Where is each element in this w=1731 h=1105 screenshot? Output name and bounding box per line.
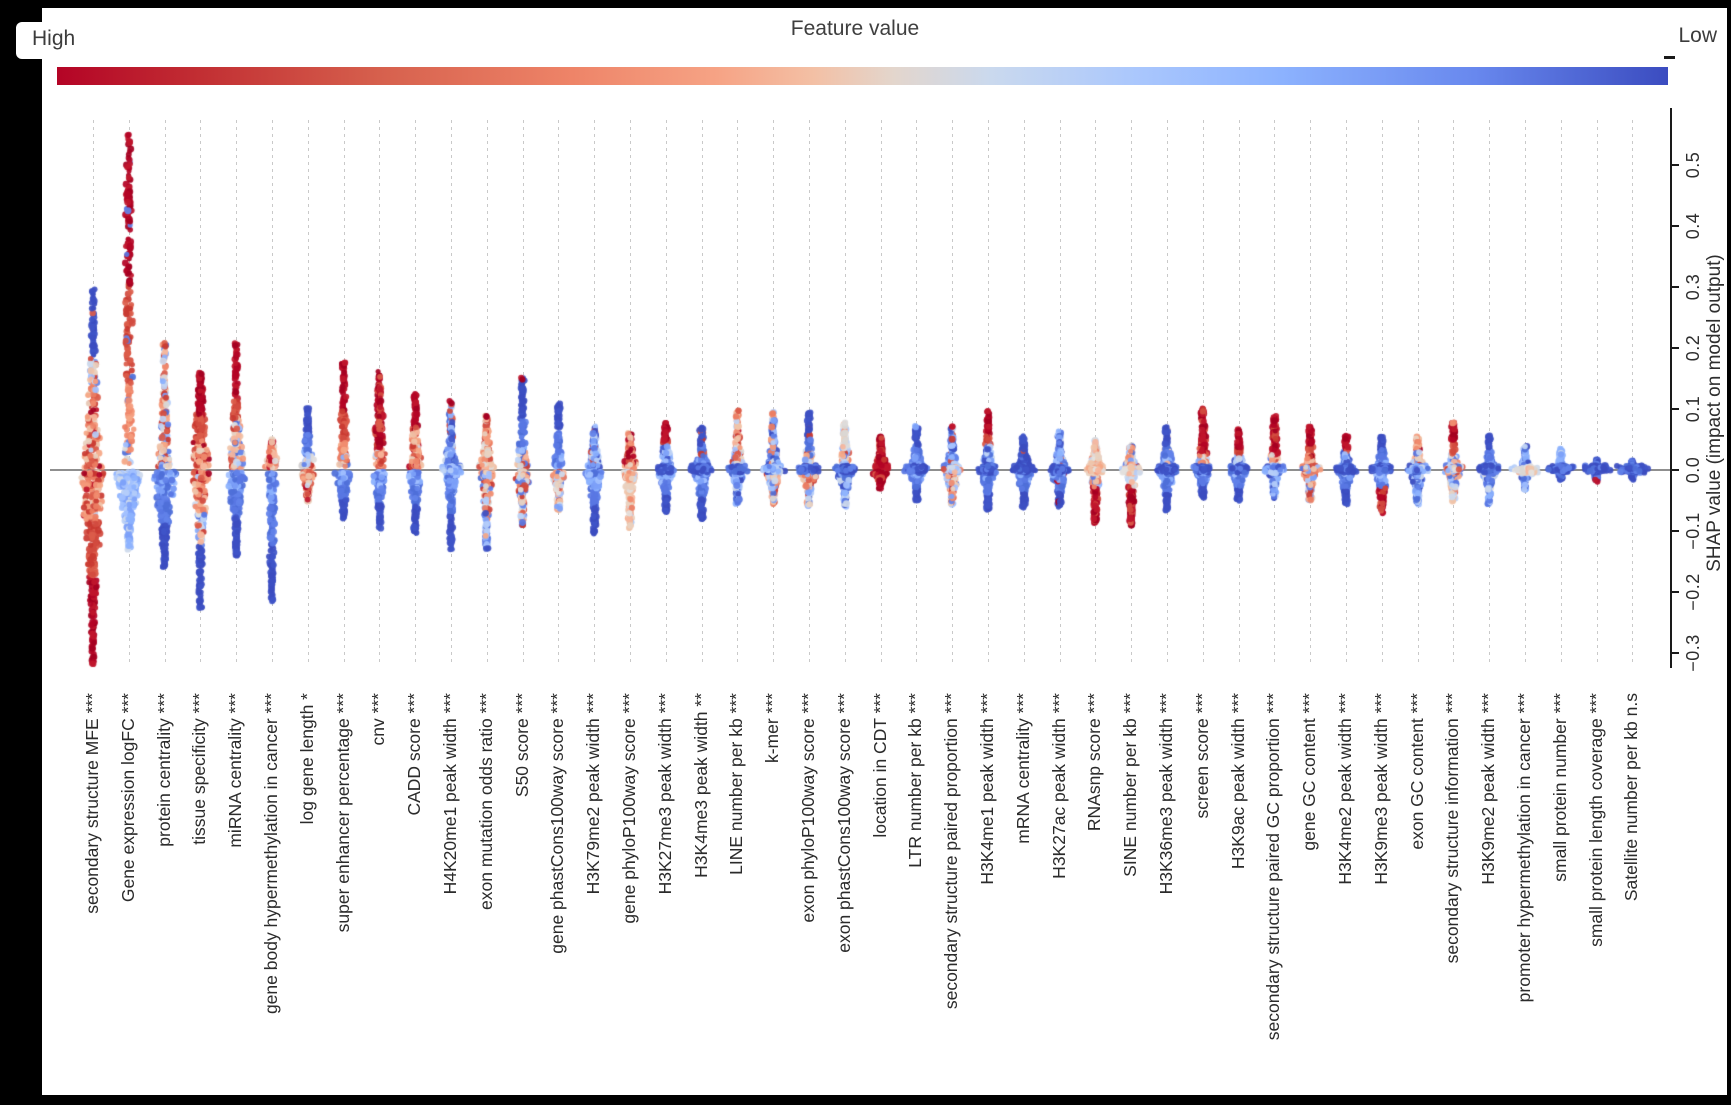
feature-label: super enhancer percentage *** — [332, 693, 353, 933]
feature-label: H3K4me2 peak width *** — [1335, 693, 1355, 885]
y-tick-label: 0.5 — [1683, 151, 1703, 179]
y-tick-mark — [1671, 469, 1679, 471]
feature-label: SINE number per kb *** — [1120, 693, 1141, 877]
y-tick-mark — [1671, 347, 1679, 349]
y-tick-label: −0.3 — [1683, 634, 1703, 672]
feature-label: gene body hypermethylation in cancer *** — [261, 693, 281, 1015]
feature-label: exon phastCons100way score *** — [833, 693, 854, 953]
feature-label: S50 score *** — [511, 693, 532, 798]
feature-label: cnv *** — [368, 693, 389, 746]
y-tick-mark — [1671, 591, 1679, 593]
feature-label: log gene length * — [296, 693, 317, 825]
feature-label: exon mutation odds ratio *** — [475, 693, 496, 910]
feature-label: LINE number per kb *** — [726, 693, 747, 875]
feature-label: k-mer *** — [762, 693, 783, 764]
feature-label: gene phastCons100way score *** — [547, 693, 568, 954]
y-tick-mark — [1671, 408, 1679, 410]
feature-label: H3K27me3 peak width *** — [654, 693, 675, 895]
feature-label: small protein length coverage *** — [1585, 693, 1606, 947]
beeswarm-canvas — [42, 8, 1727, 1095]
feature-label: secondary structure information *** — [1442, 693, 1463, 964]
feature-label: H3K27ac peak width *** — [1048, 693, 1069, 879]
feature-label: H4K20me1 peak width *** — [440, 693, 460, 895]
feature-label: gene phyloP100way score *** — [619, 693, 639, 924]
y-tick-mark — [1671, 530, 1679, 532]
feature-label: CADD score *** — [404, 693, 425, 816]
y-tick-mark — [1671, 286, 1679, 288]
feature-label: H3K4me1 peak width *** — [977, 693, 997, 885]
feature-label: RNAsnp score *** — [1084, 693, 1105, 832]
feature-label: small protein number *** — [1549, 693, 1570, 882]
feature-label: gene GC content *** — [1299, 693, 1320, 851]
y-axis-title: SHAP value (impact on model output) — [1704, 254, 1725, 572]
feature-label: secondary structure MFE *** — [82, 693, 102, 914]
feature-label: secondary structure paired proportion **… — [941, 693, 962, 1010]
feature-label: protein centrality *** — [153, 693, 174, 847]
feature-label: tissue specificity *** — [189, 693, 210, 845]
feature-label: Satellite number per kb n.s — [1621, 693, 1642, 902]
y-axis-spine — [1670, 108, 1672, 668]
y-tick-label: 0.1 — [1683, 395, 1703, 423]
feature-label: H3K9me3 peak width *** — [1370, 693, 1391, 885]
y-tick-label: 0.3 — [1683, 273, 1703, 301]
feature-label: LTR number per kb *** — [905, 693, 926, 868]
y-tick-mark — [1671, 652, 1679, 654]
feature-label: promoter hypermethylation in cancer *** — [1514, 693, 1534, 1003]
y-tick-label: 0.2 — [1683, 334, 1703, 362]
feature-label: H3K79me2 peak width *** — [583, 693, 604, 895]
y-tick-mark — [1671, 164, 1679, 166]
feature-label: Gene expression logFC *** — [117, 693, 138, 903]
feature-label: miRNA centrality *** — [225, 693, 246, 848]
feature-label: H3K36me3 peak width *** — [1156, 693, 1176, 895]
y-tick-label: −0.1 — [1683, 512, 1703, 550]
y-tick-label: 0.4 — [1683, 212, 1703, 240]
feature-label: H3K4me3 peak width ** — [690, 693, 711, 878]
feature-label: exon GC content *** — [1406, 693, 1427, 850]
feature-label: H3K9me2 peak width *** — [1478, 693, 1499, 885]
feature-label: secondary structure paired GC proportion… — [1263, 693, 1284, 1041]
figure-canvas: High Feature value Low 0.50.40.30.20.10.… — [16, 8, 1727, 1095]
feature-label: location in CDT *** — [869, 693, 890, 838]
y-tick-label: 0.0 — [1683, 456, 1703, 484]
feature-label: screen score *** — [1191, 693, 1212, 819]
feature-label: exon phyloP100way score *** — [798, 693, 818, 923]
feature-label: H3K9ac peak width *** — [1227, 693, 1248, 870]
y-tick-mark — [1671, 225, 1679, 227]
feature-label: mRNA centrality *** — [1012, 693, 1033, 844]
y-tick-label: −0.2 — [1683, 573, 1703, 611]
